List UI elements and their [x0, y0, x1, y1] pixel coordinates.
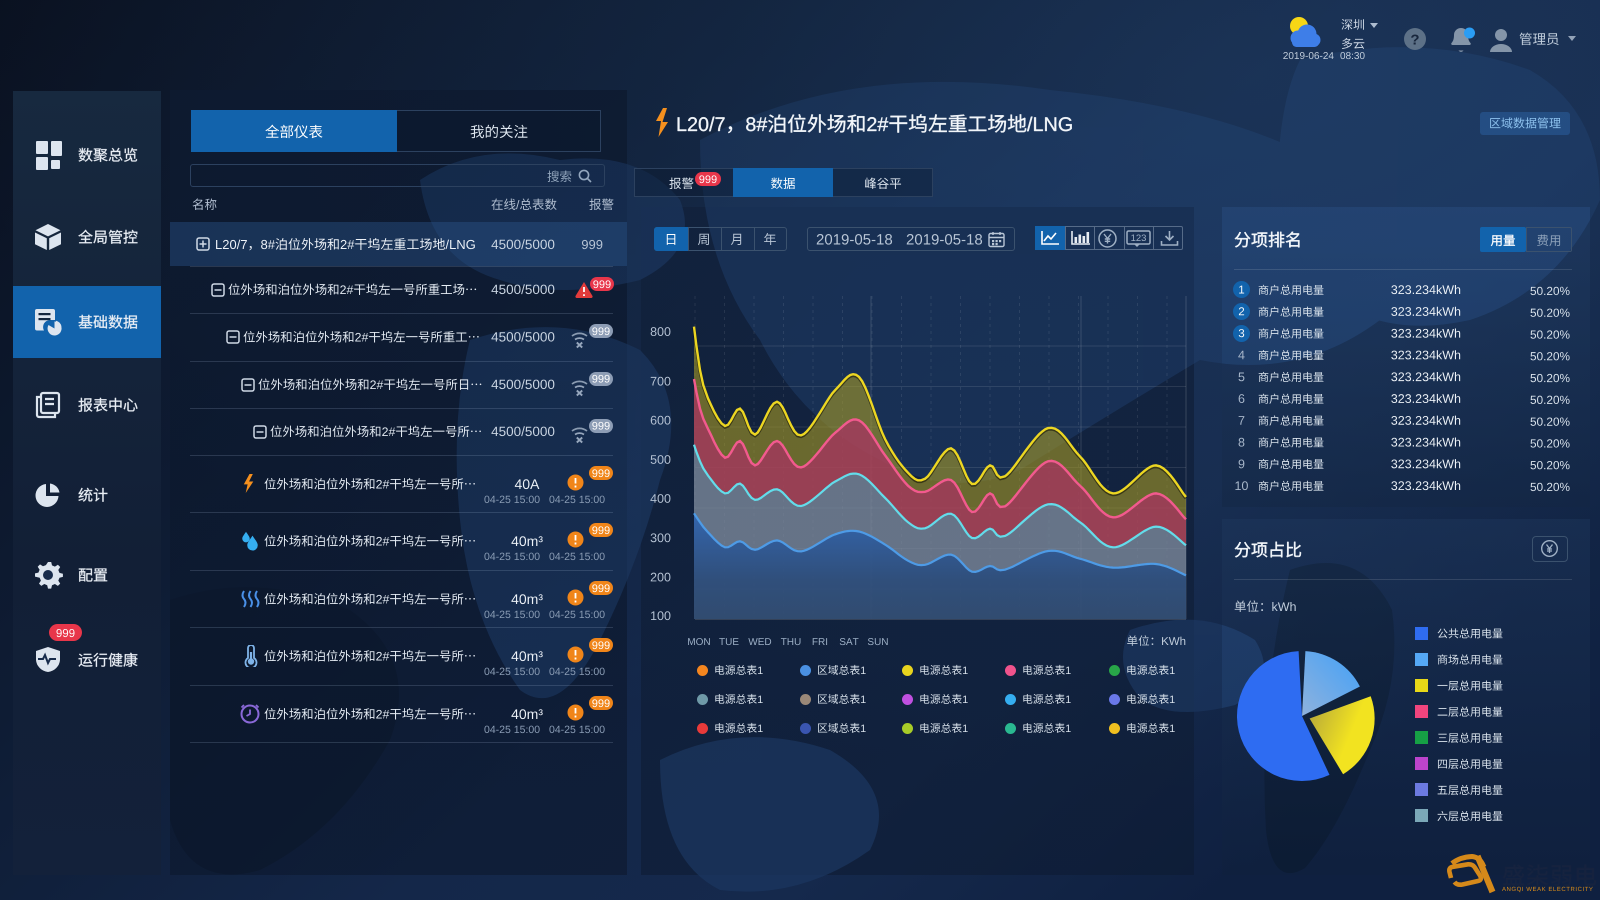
- svg-text:123: 123: [1131, 233, 1147, 244]
- svg-text:?: ?: [1410, 32, 1419, 49]
